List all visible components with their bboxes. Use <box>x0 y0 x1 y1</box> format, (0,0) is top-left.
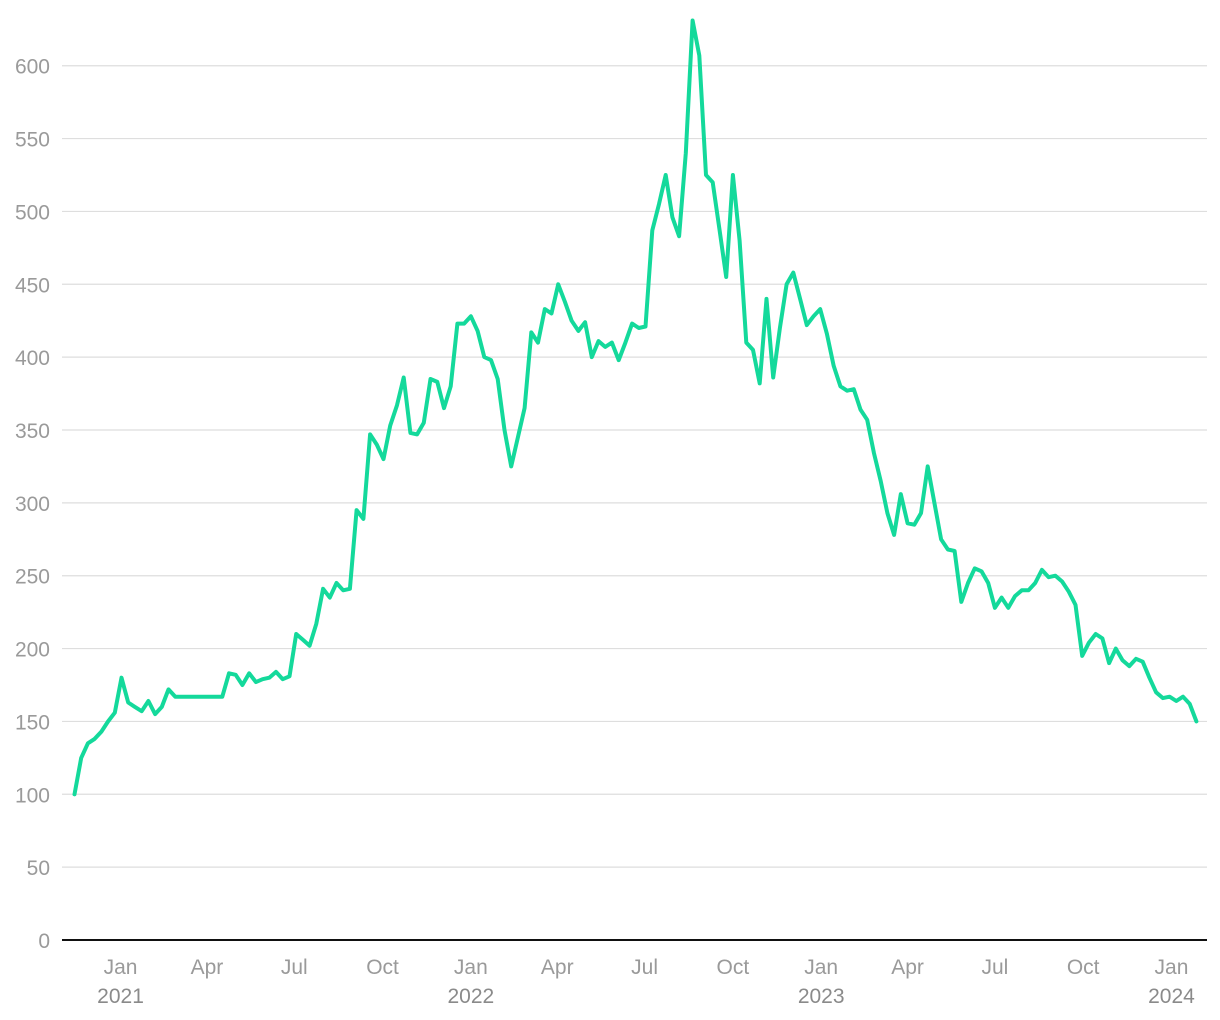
x-tick-label: Apr <box>891 956 924 979</box>
y-tick-label: 450 <box>15 274 50 297</box>
y-tick-label: 600 <box>15 56 50 79</box>
x-tick-label: Apr <box>191 956 224 979</box>
x-tick-year-label: 2021 <box>97 985 144 1008</box>
y-tick-label: 200 <box>15 639 50 662</box>
y-tick-label: 550 <box>15 129 50 152</box>
y-tick-label: 0 <box>38 930 50 953</box>
series-line <box>72 18 1199 797</box>
x-tick-label: Jan <box>454 956 488 979</box>
y-tick-label: 500 <box>15 201 50 224</box>
y-tick-label: 250 <box>15 566 50 589</box>
x-tick-label: Jan <box>104 956 138 979</box>
y-tick-label: 100 <box>15 784 50 807</box>
x-tick-year-label: 2024 <box>1148 985 1195 1008</box>
x-tick-label: Jan <box>804 956 838 979</box>
x-tick-label: Jan <box>1155 956 1189 979</box>
x-tick-label: Jul <box>981 956 1008 979</box>
y-tick-label: 300 <box>15 493 50 516</box>
x-tick-label: Jul <box>281 956 308 979</box>
y-tick-label: 400 <box>15 347 50 370</box>
y-axis-ticks: 0 50 100 150 200 250 300 350 400 450 500 550 600 <box>15 56 50 953</box>
x-axis-ticks: Jan 2021 Apr Jul Oct Jan 2022 Apr Jul Oct Jan 2023 A… <box>97 956 1195 1008</box>
x-tick-year-label: 2023 <box>798 985 845 1008</box>
x-tick-label: Oct <box>366 956 399 979</box>
x-tick-year-label: 2022 <box>448 985 495 1008</box>
x-tick-label: Oct <box>717 956 750 979</box>
y-tick-label: 150 <box>15 711 50 734</box>
x-tick-label: Apr <box>541 956 574 979</box>
gridlines <box>62 65 1207 868</box>
x-tick-label: Jul <box>631 956 658 979</box>
y-tick-label: 50 <box>27 857 50 880</box>
y-tick-label: 350 <box>15 420 50 443</box>
x-tick-label: Oct <box>1067 956 1100 979</box>
